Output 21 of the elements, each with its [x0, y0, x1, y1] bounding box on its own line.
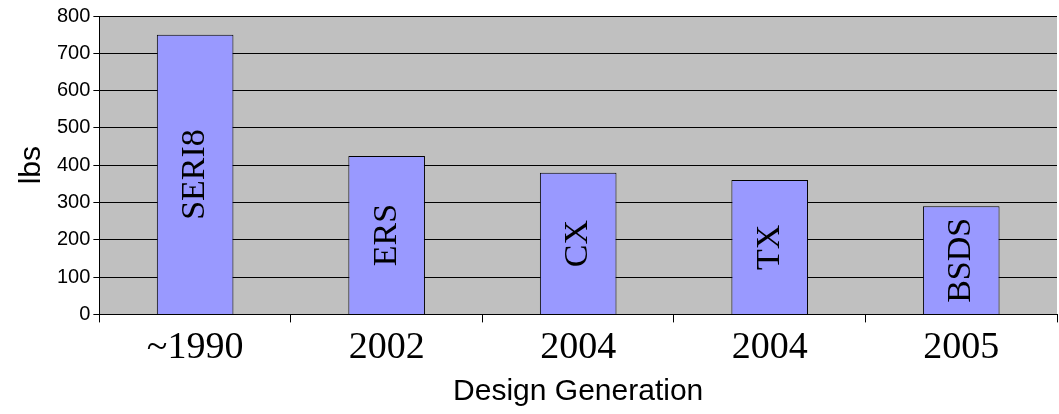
x-axis-title: Design Generation — [453, 373, 704, 407]
annotation: SERI8 — [174, 129, 212, 220]
y-tick-label: 0 — [79, 301, 91, 324]
y-tick-label: 600 — [56, 78, 91, 101]
y-tick-label: 300 — [56, 190, 91, 213]
y-tick-label: 800 — [56, 3, 91, 26]
annotation: TX — [748, 224, 786, 270]
annotation: CX — [557, 219, 595, 268]
y-axis-title: lbs — [13, 146, 47, 185]
y-tick-label: 100 — [56, 264, 91, 287]
annotation: BSDS — [940, 217, 978, 303]
y-tick-label: 200 — [56, 227, 91, 250]
annotation: ERS — [365, 203, 403, 267]
x-tick-label: 2005 — [923, 324, 1000, 367]
y-tick-label: 400 — [56, 152, 91, 175]
x-tick-label: ~1990 — [146, 324, 244, 367]
x-tick-label: 2004 — [731, 324, 808, 367]
x-tick-label: 2002 — [348, 324, 425, 367]
y-tick-label: 700 — [56, 40, 91, 63]
y-tick-label: 500 — [56, 115, 91, 138]
x-tick-label: 2004 — [540, 324, 617, 367]
